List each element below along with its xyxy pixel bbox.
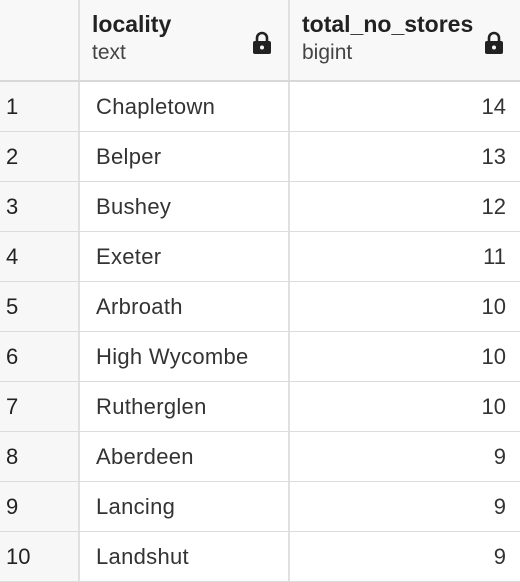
table-row[interactable]: 2 Belper 13 — [0, 132, 520, 182]
total-no-stores-cell[interactable]: 10 — [481, 393, 506, 419]
column-name: locality — [92, 11, 172, 37]
table-row[interactable]: 3 Bushey 12 — [0, 182, 520, 232]
table-row[interactable]: 9 Lancing 9 — [0, 482, 520, 532]
row-number[interactable]: 7 — [0, 382, 80, 431]
column-header-locality[interactable]: locality text — [80, 0, 290, 80]
row-number[interactable]: 3 — [0, 182, 80, 231]
column-type: text — [92, 41, 126, 64]
grid-body: 1 Chapletown 14 2 Belper 13 3 Bushey 12 … — [0, 82, 520, 582]
table-row[interactable]: 6 High Wycombe 10 — [0, 332, 520, 382]
row-number[interactable]: 10 — [0, 532, 80, 581]
row-number[interactable]: 6 — [0, 332, 80, 381]
row-number[interactable]: 2 — [0, 132, 80, 181]
locality-cell[interactable]: Bushey — [80, 182, 290, 231]
locality-cell[interactable]: Arbroath — [80, 282, 290, 331]
total-no-stores-cell[interactable]: 9 — [493, 443, 506, 469]
column-type: bigint — [302, 41, 353, 64]
locality-cell[interactable]: Landshut — [80, 532, 290, 581]
table-row[interactable]: 4 Exeter 11 — [0, 232, 520, 282]
locality-cell[interactable]: Exeter — [80, 232, 290, 281]
locality-cell[interactable]: Lancing — [80, 482, 290, 531]
total-no-stores-cell[interactable]: 10 — [481, 343, 506, 369]
row-number[interactable]: 5 — [0, 282, 80, 331]
column-header-total-no-stores[interactable]: total_no_stores bigint — [290, 0, 520, 80]
row-number[interactable]: 8 — [0, 432, 80, 481]
locality-cell[interactable]: High Wycombe — [80, 332, 290, 381]
locality-cell[interactable]: Rutherglen — [80, 382, 290, 431]
row-number[interactable]: 9 — [0, 482, 80, 531]
locality-cell[interactable]: Chapletown — [80, 82, 290, 131]
table-row[interactable]: 1 Chapletown 14 — [0, 82, 520, 132]
total-no-stores-cell[interactable]: 12 — [481, 193, 506, 219]
lock-icon — [253, 31, 271, 54]
row-number-header[interactable] — [0, 0, 80, 80]
total-no-stores-cell[interactable]: 10 — [481, 293, 506, 319]
table-row[interactable]: 10 Landshut 9 — [0, 532, 520, 582]
column-name: total_no_stores — [302, 11, 474, 37]
locality-cell[interactable]: Belper — [80, 132, 290, 181]
row-number[interactable]: 4 — [0, 232, 80, 281]
row-number[interactable]: 1 — [0, 82, 80, 131]
total-no-stores-cell[interactable]: 14 — [481, 93, 506, 119]
total-no-stores-cell[interactable]: 9 — [493, 543, 506, 569]
table-row[interactable]: 8 Aberdeen 9 — [0, 432, 520, 482]
table-row[interactable]: 5 Arbroath 10 — [0, 282, 520, 332]
total-no-stores-cell[interactable]: 13 — [481, 143, 506, 169]
total-no-stores-cell[interactable]: 11 — [483, 243, 506, 269]
table-row[interactable]: 7 Rutherglen 10 — [0, 382, 520, 432]
locality-cell[interactable]: Aberdeen — [80, 432, 290, 481]
header-row: locality text total_no_stores bigint — [0, 0, 520, 82]
total-no-stores-cell[interactable]: 9 — [493, 493, 506, 519]
lock-icon — [485, 31, 503, 54]
